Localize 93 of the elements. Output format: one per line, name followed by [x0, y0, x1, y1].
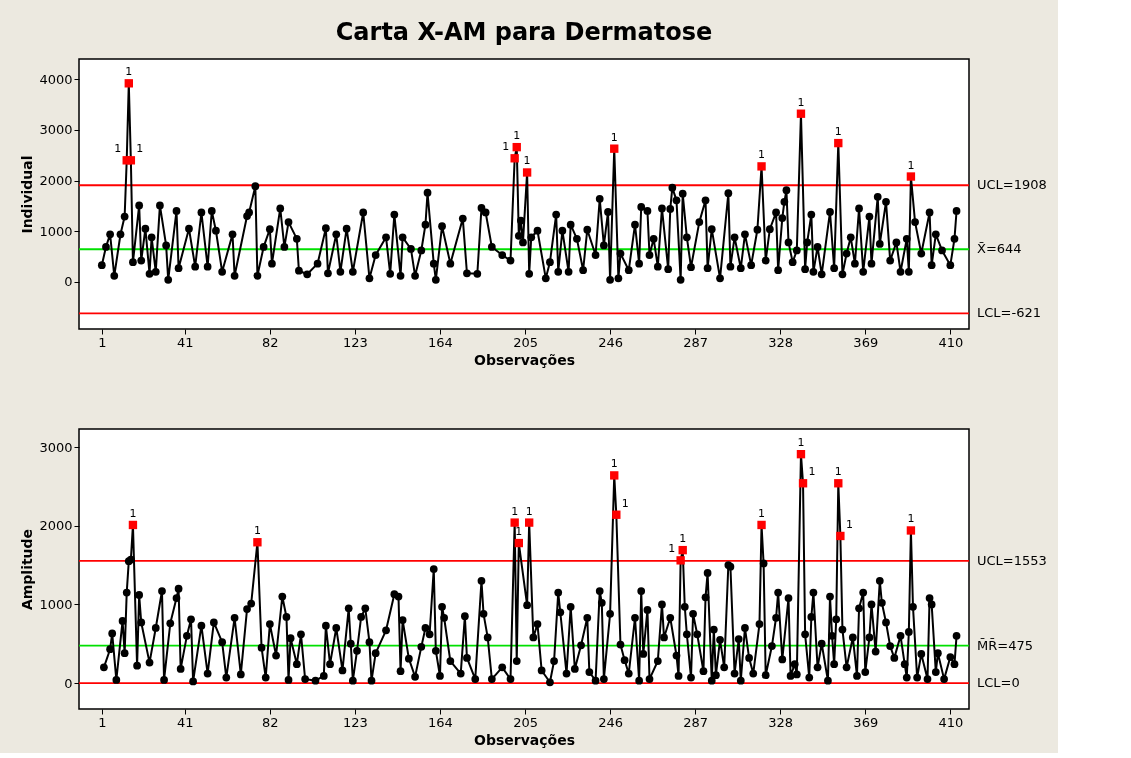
- annotation: 1: [610, 457, 618, 471]
- annotation: 1: [845, 517, 853, 531]
- y-axis-title: Individual: [19, 155, 36, 234]
- point: [757, 520, 766, 530]
- ref-line-label: UCL=1908: [977, 177, 1047, 193]
- y-tick-label: 2000: [39, 518, 73, 534]
- x-tick-label: 123: [343, 714, 368, 730]
- annotation: 1: [136, 142, 144, 156]
- x-tick-label: 410: [938, 334, 964, 350]
- x-tick-label: 287: [683, 714, 709, 730]
- point: [796, 449, 806, 459]
- annotation: 1: [808, 465, 816, 479]
- point: [128, 520, 138, 530]
- annotation: 1: [513, 129, 521, 143]
- x-tick-label: 328: [768, 334, 794, 350]
- x-tick-label: 41: [177, 714, 194, 730]
- x-tick-label: 1: [98, 714, 107, 730]
- annotation: 1: [758, 148, 766, 162]
- point: [798, 479, 808, 488]
- point: [834, 479, 843, 488]
- point: [525, 518, 534, 527]
- x-axis-title: Observações: [474, 731, 575, 748]
- annotation: 1: [797, 436, 805, 450]
- x-tick-label: 246: [598, 334, 624, 350]
- annotation: 1: [797, 95, 805, 109]
- annotation: 1: [621, 496, 629, 510]
- x-tick-label: 369: [853, 334, 879, 350]
- x-tick-label: 246: [598, 714, 624, 730]
- x-tick-label: 1: [98, 334, 107, 350]
- y-tick-label: 2000: [39, 173, 73, 189]
- point: [906, 526, 916, 535]
- annotation: 1: [668, 542, 676, 556]
- point: [610, 471, 619, 480]
- annotation: 1: [125, 65, 133, 79]
- x-tick-label: 287: [683, 334, 709, 350]
- x-tick-label: 41: [177, 334, 194, 350]
- y-tick-label: 0: [64, 675, 73, 691]
- point: [126, 156, 136, 165]
- point: [510, 518, 519, 527]
- x-tick-label: 82: [262, 714, 279, 730]
- point: [522, 168, 532, 177]
- x-tick-label: 82: [262, 334, 279, 350]
- point: [796, 109, 806, 118]
- ref-line-label: M̄R̄=475: [977, 637, 1033, 653]
- point: [834, 138, 843, 148]
- point: [836, 531, 845, 541]
- y-tick-label: 1000: [39, 223, 73, 239]
- ref-line-label: LCL=0: [977, 675, 1020, 691]
- annotation: 1: [834, 465, 842, 479]
- x-tick-label: 164: [428, 334, 453, 350]
- point: [906, 172, 916, 181]
- annotation: 1: [834, 125, 842, 139]
- y-tick-label: 1000: [39, 596, 73, 612]
- chart-title: Carta X-AM para Dermatose: [335, 18, 713, 46]
- x-tick-label: 205: [513, 714, 538, 730]
- annotation: 1: [253, 524, 261, 538]
- annotation: 1: [523, 154, 531, 168]
- annotation: 1: [907, 512, 915, 526]
- ref-line-label: LCL=-621: [977, 305, 1041, 321]
- x-tick-label: 410: [938, 714, 964, 730]
- annotation: 1: [610, 130, 618, 144]
- y-axis-title: Amplitude: [19, 528, 36, 611]
- point: [512, 142, 521, 152]
- annotation: 1: [525, 504, 533, 518]
- point: [678, 545, 687, 555]
- ref-line-label: X̄=644: [977, 241, 1022, 257]
- x-tick-label: 205: [513, 334, 538, 350]
- y-tick-label: 0: [64, 274, 73, 290]
- point: [612, 510, 621, 519]
- x-axis-title: Observações: [474, 351, 575, 368]
- annotation: 1: [511, 504, 519, 518]
- ref-line-label: UCL=1553: [977, 552, 1047, 568]
- point: [610, 144, 619, 153]
- annotation: 1: [114, 142, 122, 156]
- point: [676, 556, 685, 565]
- y-tick-label: 4000: [39, 71, 73, 87]
- point: [253, 538, 262, 547]
- annotation: 1: [515, 525, 523, 539]
- x-tick-label: 369: [853, 714, 879, 730]
- point: [514, 538, 523, 548]
- point: [124, 79, 133, 88]
- annotation: 1: [758, 506, 766, 520]
- annotation: 1: [907, 158, 915, 172]
- point: [510, 154, 519, 163]
- x-tick-label: 328: [768, 714, 794, 730]
- point: [757, 162, 766, 171]
- annotation: 1: [129, 506, 137, 520]
- annotation: 1: [679, 532, 687, 546]
- x-tick-label: 164: [428, 714, 453, 730]
- y-tick-label: 3000: [39, 122, 73, 138]
- y-tick-label: 3000: [39, 439, 73, 455]
- annotation: 1: [502, 140, 510, 154]
- x-tick-label: 123: [343, 334, 368, 350]
